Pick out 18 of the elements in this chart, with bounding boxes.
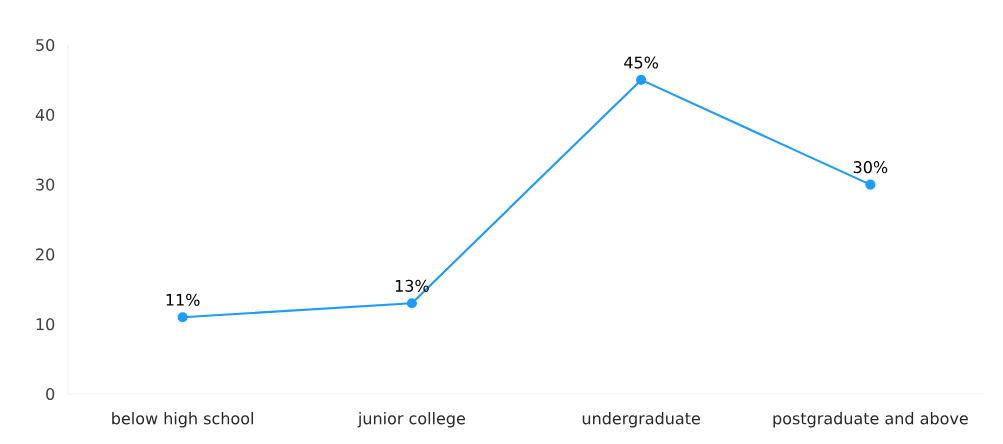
data-label: 30% [853,161,888,174]
data-label: 45% [624,56,659,69]
point [636,74,647,85]
y-tick-label: 50 [36,38,55,52]
x-tick-label: undergraduate [582,412,700,428]
point [406,298,417,309]
x-tick-label: below high school [112,412,253,428]
point [865,179,876,190]
x-tick-label: junior college [357,412,466,428]
x-tick-label: postgraduate and above [773,412,968,428]
y-tick-label: 40 [35,108,55,121]
y-tick-label: 20 [36,248,55,261]
y-tick-label: 30 [36,178,55,191]
point [177,312,188,323]
y-tick-label: 0 [46,387,55,401]
y-tick-label: 10 [36,318,55,331]
data-label: 11% [166,293,200,306]
data-label: 13% [395,279,429,292]
